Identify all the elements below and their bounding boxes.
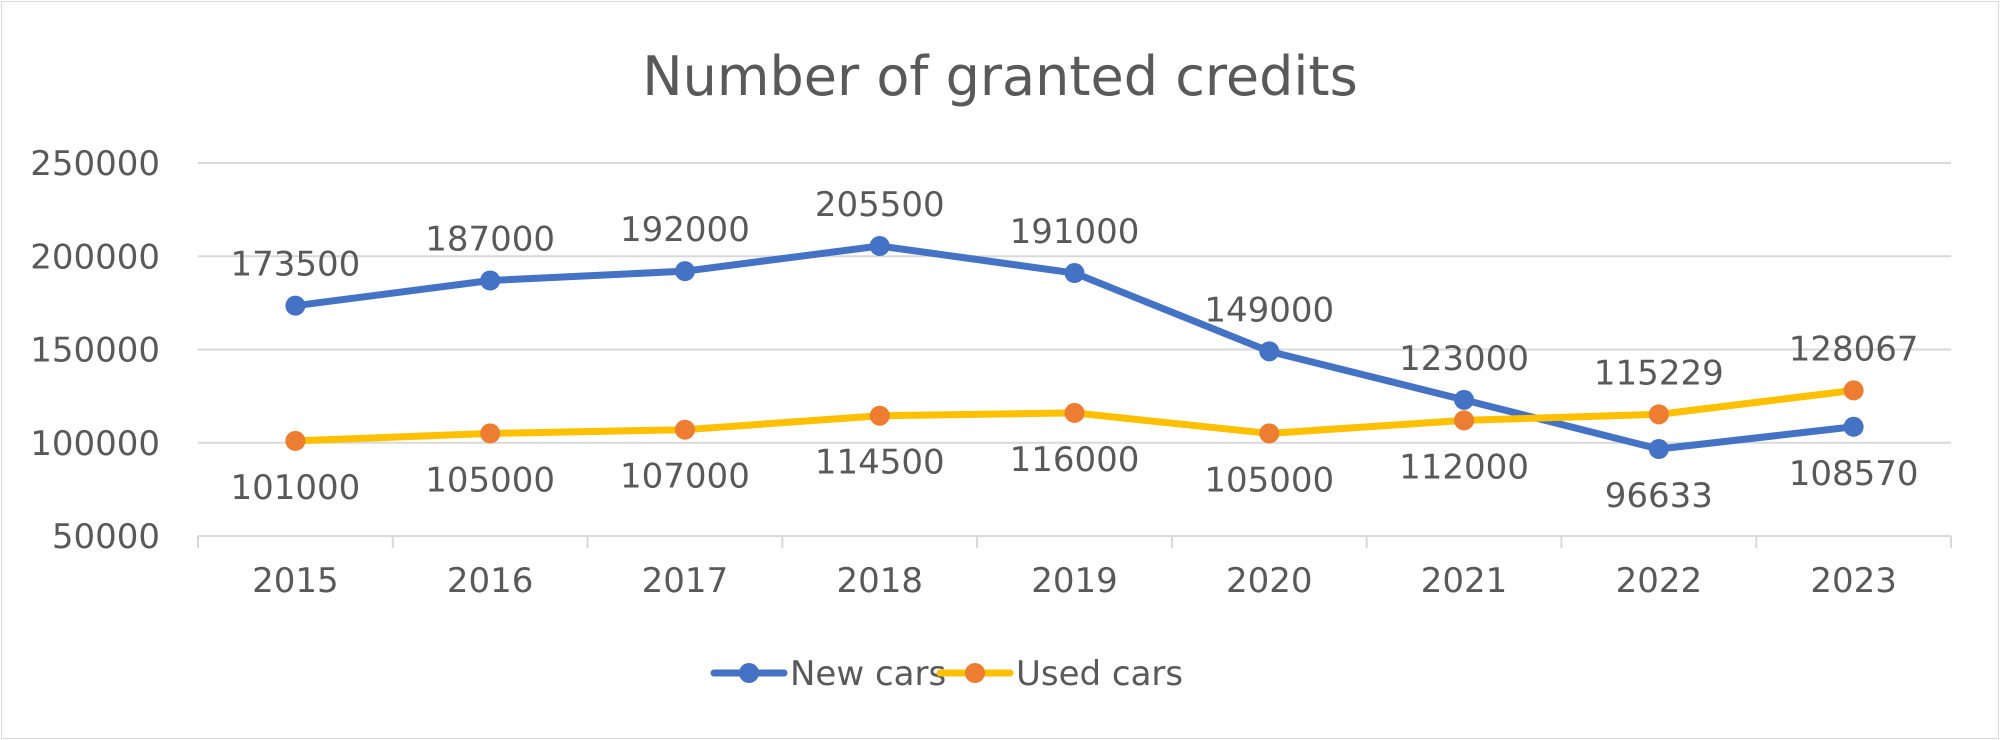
x-tick-label: 2022 xyxy=(1616,561,1703,601)
data-label: 105000 xyxy=(425,460,555,500)
data-point xyxy=(1843,416,1864,437)
legend-marker-icon xyxy=(739,663,759,683)
x-tick-label: 2015 xyxy=(252,561,339,601)
legend-marker-icon xyxy=(965,663,985,683)
data-label: 123000 xyxy=(1399,339,1529,379)
data-label: 187000 xyxy=(425,219,555,259)
x-tick-label: 2023 xyxy=(1810,561,1897,601)
legend-item-new-cars: New cars xyxy=(710,654,946,694)
data-label: 101000 xyxy=(230,468,360,508)
data-point xyxy=(1259,423,1280,444)
data-point xyxy=(1648,439,1669,460)
data-label: 116000 xyxy=(1010,440,1140,480)
data-point xyxy=(285,430,306,451)
chart-title: Number of granted credits xyxy=(642,45,1357,108)
data-point xyxy=(480,423,501,444)
data-label: 107000 xyxy=(620,457,750,497)
x-tick-label: 2020 xyxy=(1226,561,1313,601)
data-label: 112000 xyxy=(1399,447,1529,487)
data-point xyxy=(1454,389,1475,410)
data-label: 149000 xyxy=(1204,290,1334,330)
data-point xyxy=(480,270,501,291)
data-label: 115229 xyxy=(1594,353,1724,393)
data-point xyxy=(1648,404,1669,425)
data-point xyxy=(869,405,890,426)
y-tick-label: 150000 xyxy=(30,331,160,371)
x-tick-label: 2017 xyxy=(642,561,729,601)
data-point xyxy=(674,261,695,282)
y-tick-label: 100000 xyxy=(30,424,160,464)
x-tick-label: 2018 xyxy=(836,561,923,601)
data-point xyxy=(285,295,306,316)
data-point xyxy=(869,235,890,256)
y-tick-label: 50000 xyxy=(52,517,160,557)
data-label: 128067 xyxy=(1789,329,1919,369)
data-point xyxy=(1454,410,1475,431)
data-label: 108570 xyxy=(1789,454,1919,494)
data-label: 96633 xyxy=(1605,476,1713,516)
x-tick-label: 2019 xyxy=(1031,561,1118,601)
data-label: 173500 xyxy=(230,245,360,285)
data-label: 192000 xyxy=(620,210,750,250)
x-tick-label: 2021 xyxy=(1421,561,1508,601)
legend-label: New cars xyxy=(790,654,946,694)
data-point xyxy=(1064,263,1085,284)
x-tick-label: 2016 xyxy=(447,561,534,601)
data-point xyxy=(1259,341,1280,362)
legend-label: Used cars xyxy=(1016,654,1183,694)
data-point xyxy=(674,419,695,440)
data-label: 114500 xyxy=(815,443,945,483)
y-tick-label: 250000 xyxy=(30,144,160,184)
data-label: 105000 xyxy=(1204,460,1334,500)
data-label: 205500 xyxy=(815,185,945,225)
data-point xyxy=(1064,402,1085,423)
legend-item-used-cars: Used cars xyxy=(936,654,1183,694)
data-label: 191000 xyxy=(1010,212,1140,252)
data-point xyxy=(1843,380,1864,401)
y-tick-label: 200000 xyxy=(30,237,160,277)
